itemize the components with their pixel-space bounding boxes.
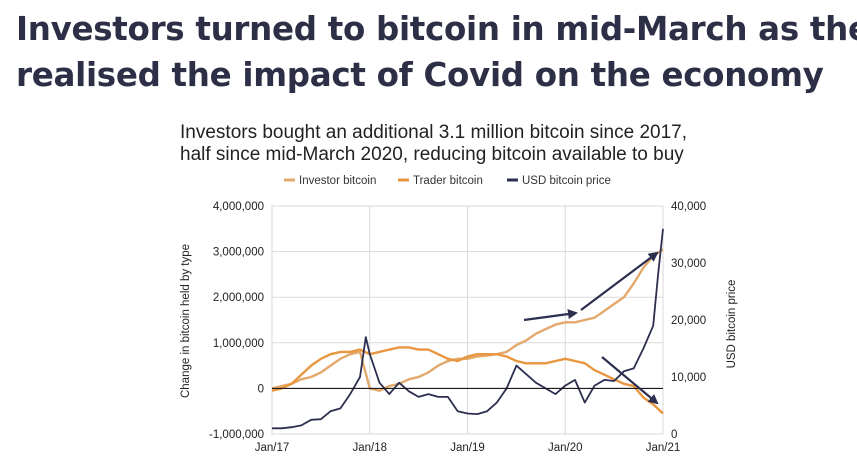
headline-line-2: realised the impact of Covid on the econ… — [16, 56, 824, 94]
chart-axes: -1,000,000 0 1,000,000 2,000,000 3,000,000 4,… — [209, 201, 706, 454]
legend-label: Trader bitcoin — [413, 175, 483, 187]
chart-title-line-2: half since mid-March 2020, reducing bitc… — [180, 144, 684, 165]
y-axis-right-label: USD bitcoin price — [726, 280, 738, 369]
chart-title: Investors bought an additional 3.1 milli… — [180, 122, 740, 166]
annotation-arrow — [523, 309, 578, 322]
y-left-tick-label: 1,000,000 — [213, 338, 264, 350]
x-tick-label: Jan/19 — [450, 442, 485, 454]
series-line-1 — [271, 346, 664, 415]
x-tick-label: Jan/21 — [646, 442, 681, 454]
y-right-tick-label: 0 — [671, 429, 677, 441]
x-tick-label: Jan/18 — [352, 442, 387, 454]
x-tick-label: Jan/17 — [255, 442, 290, 454]
chart-annotations — [523, 251, 659, 405]
y-right-tick-label: 40,000 — [671, 201, 706, 213]
chart-title-line-1: Investors bought an additional 3.1 milli… — [180, 122, 687, 143]
y-right-tick-label: 10,000 — [671, 372, 706, 384]
legend-label: USD bitcoin price — [522, 175, 611, 187]
series-line-0 — [271, 248, 664, 392]
y-left-tick-label: 4,000,000 — [213, 201, 264, 213]
legend: Investor bitcoin Trader bitcoin USD bitcoi… — [284, 175, 611, 187]
y-left-tick-label: 3,000,000 — [213, 247, 264, 259]
y-left-tick-label: 0 — [258, 383, 264, 395]
series-line-2 — [272, 228, 664, 430]
headline-line-1: Investors turned to bitcoin in mid-March… — [16, 10, 857, 48]
annotation-arrow — [601, 356, 659, 405]
x-tick-label: Jan/20 — [548, 442, 583, 454]
y-left-tick-label: 2,000,000 — [213, 292, 264, 304]
y-right-tick-label: 20,000 — [671, 315, 706, 327]
y-left-tick-label: -1,000,000 — [209, 429, 264, 441]
legend-label: Investor bitcoin — [299, 175, 376, 187]
y-right-tick-label: 30,000 — [671, 258, 706, 270]
chart-series — [271, 228, 664, 430]
headline: Investors turned to bitcoin in mid-March… — [16, 6, 857, 98]
annotation-arrow — [580, 251, 659, 311]
chart-grid — [271, 205, 664, 435]
y-axis-left-label: Change in bitcoin held by type — [180, 244, 192, 398]
